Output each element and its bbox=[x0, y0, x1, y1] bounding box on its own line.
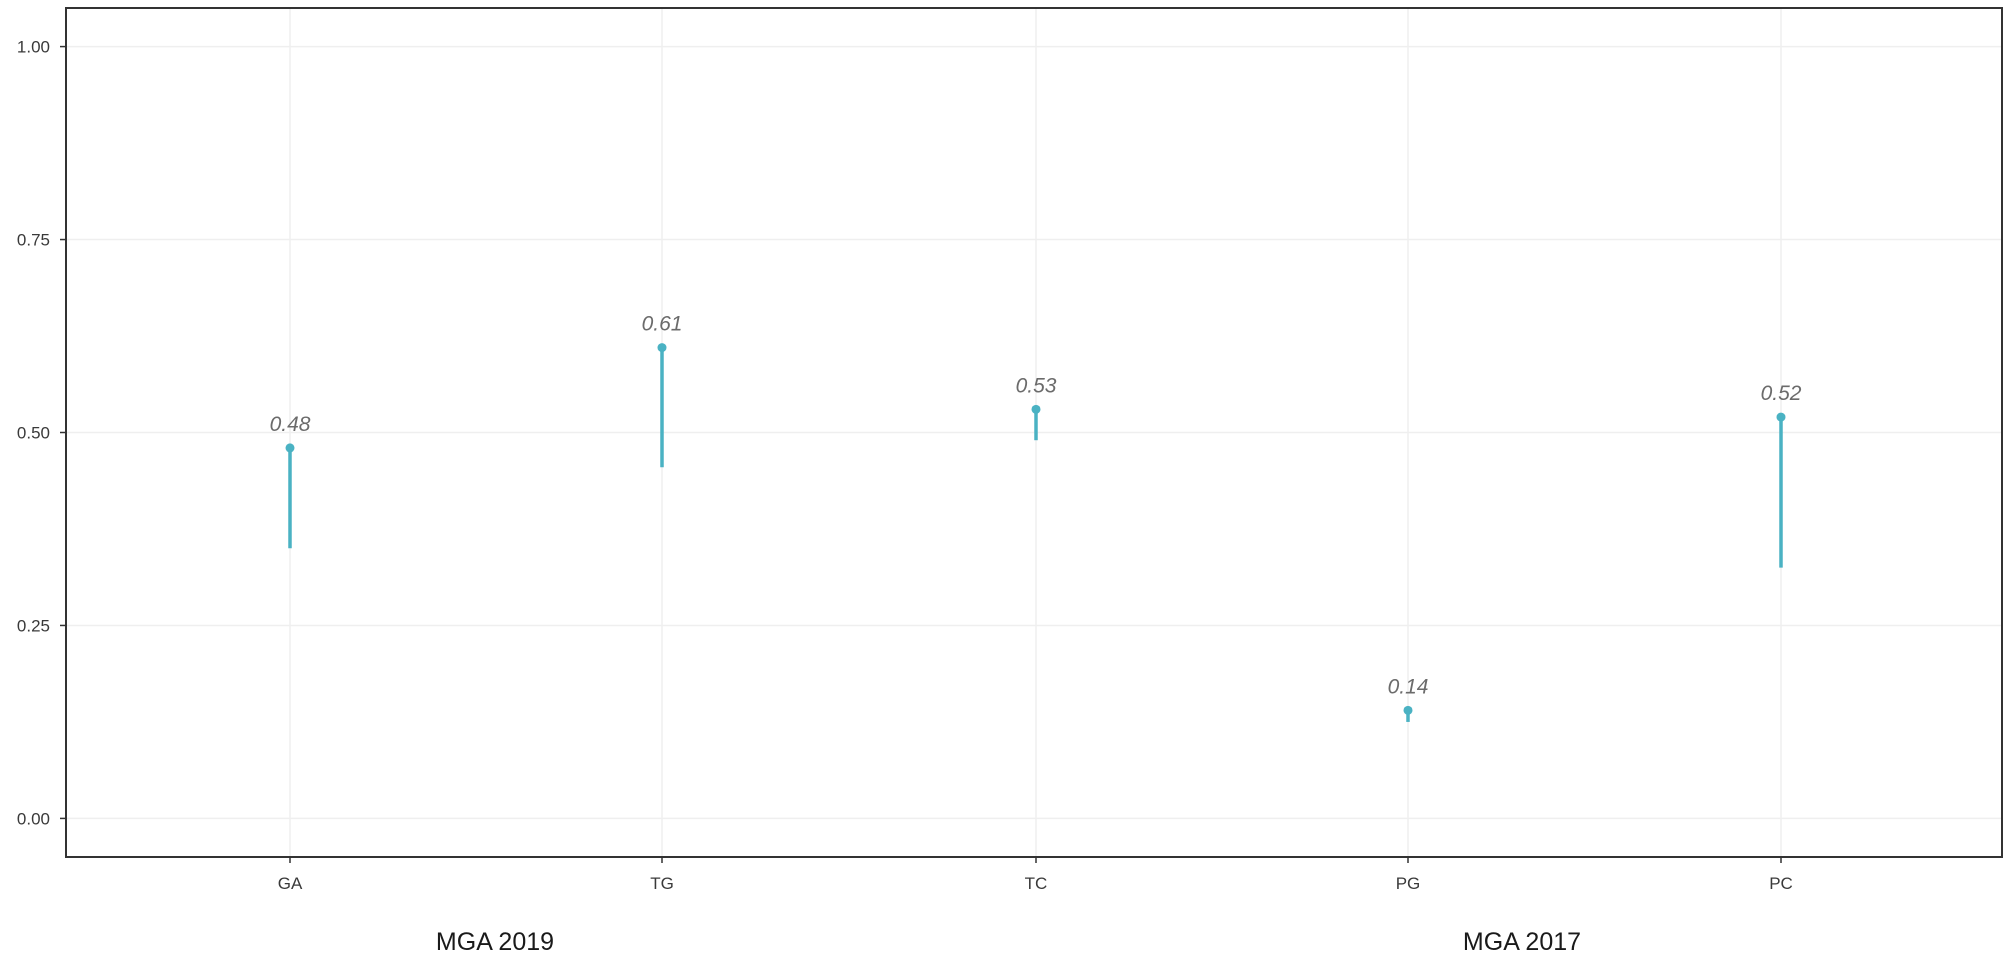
x-tick-label: PC bbox=[1769, 874, 1793, 893]
grid-layer bbox=[66, 8, 2002, 857]
y-tick-label: 0.00 bbox=[17, 809, 50, 828]
data-label-tg: 0.61 bbox=[642, 313, 683, 336]
data-marks: 0.48 0.61 0.53 0.14 0.52 bbox=[270, 313, 1802, 722]
y-tick-label: 0.50 bbox=[17, 424, 50, 443]
data-label-ga: 0.48 bbox=[270, 413, 311, 436]
data-label-pg: 0.14 bbox=[1388, 675, 1429, 698]
data-point-tc bbox=[1031, 404, 1041, 414]
data-point-ga bbox=[285, 443, 295, 453]
x-axis: GA TG TC PG PC bbox=[278, 857, 1793, 893]
y-tick-label: 0.75 bbox=[17, 231, 50, 250]
group-labels: MGA 2019 MGA 2017 bbox=[436, 928, 1581, 956]
y-tick-label: 0.25 bbox=[17, 616, 50, 635]
group-label: MGA 2019 bbox=[436, 928, 554, 956]
data-point-pc bbox=[1776, 412, 1786, 422]
x-tick-label: PG bbox=[1396, 874, 1421, 893]
x-tick-label: TG bbox=[650, 874, 674, 893]
group-label: MGA 2017 bbox=[1463, 928, 1581, 956]
data-point-pg bbox=[1403, 705, 1413, 715]
x-tick-label: GA bbox=[278, 874, 303, 893]
data-label-tc: 0.53 bbox=[1016, 374, 1057, 397]
data-label-pc: 0.52 bbox=[1761, 382, 1802, 405]
y-tick-label: 1.00 bbox=[17, 38, 50, 57]
x-tick-label: TC bbox=[1025, 874, 1048, 893]
y-axis: 0.00 0.25 0.50 0.75 1.00 bbox=[17, 38, 66, 828]
data-point-tg bbox=[657, 343, 667, 353]
